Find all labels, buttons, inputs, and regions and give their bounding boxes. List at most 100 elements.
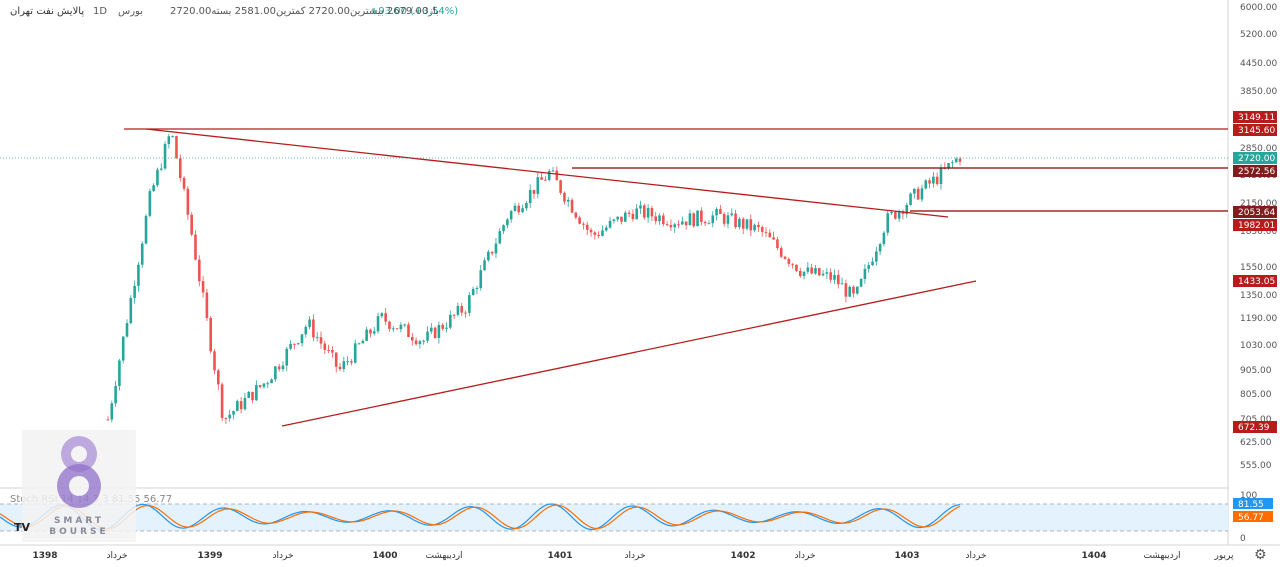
candle-body <box>867 265 871 269</box>
candle-body <box>593 232 597 235</box>
candle-body <box>570 199 574 213</box>
candle-body <box>681 221 684 225</box>
candle-body <box>384 313 387 322</box>
price-tick: 905.00 <box>1240 366 1272 376</box>
candle-body <box>958 158 962 162</box>
candle-body <box>140 243 144 265</box>
candle-body <box>148 191 152 216</box>
time-label: خرداد <box>106 551 127 561</box>
candle-body <box>342 361 346 370</box>
price-axis: 6000.005200.004450.003850.003450.002850.… <box>1240 3 1277 471</box>
candle-body <box>734 213 737 228</box>
candle-body <box>274 366 277 380</box>
ascending-trendline <box>281 280 977 427</box>
candle-body <box>928 180 931 184</box>
candle-body <box>391 328 395 330</box>
stoch-d-line <box>0 504 961 530</box>
candle-body <box>490 251 494 254</box>
candle-body <box>544 179 547 181</box>
candle-body <box>528 189 532 203</box>
candle-body <box>372 331 376 334</box>
price-tick: 3850.00 <box>1240 87 1277 97</box>
candle-body <box>175 136 178 159</box>
candle-body <box>190 214 193 235</box>
candle-body <box>848 286 851 297</box>
time-label: خرداد <box>624 551 645 561</box>
candle-body <box>243 397 247 410</box>
time-label: اردیبهشت <box>425 551 462 561</box>
candle-body <box>262 383 266 387</box>
price-tag-bg <box>1233 165 1277 177</box>
candle-body <box>521 208 524 213</box>
candle-body <box>753 224 756 231</box>
tradingview-icon[interactable]: TV <box>14 521 31 534</box>
candle-body <box>281 365 285 370</box>
candle-body <box>502 225 505 232</box>
candle-body <box>924 180 928 189</box>
candle-body <box>658 215 661 222</box>
time-label: خرداد <box>965 551 986 561</box>
candle-body <box>110 403 114 420</box>
candle-body <box>711 215 715 224</box>
interval-label: 1D <box>93 6 108 17</box>
candle-body <box>186 188 190 215</box>
candle-body <box>304 326 308 335</box>
candle-body <box>487 251 490 261</box>
price-tick: 6000.00 <box>1240 3 1277 13</box>
candle-body <box>217 370 220 385</box>
candle-body <box>251 391 254 401</box>
candle-body <box>646 207 650 218</box>
candle-body <box>296 343 300 345</box>
symbol-name[interactable]: پالایش نفت تهران <box>10 6 85 17</box>
candle-body <box>840 283 844 285</box>
time-label: خرداد <box>794 551 815 561</box>
candle-body <box>608 220 612 228</box>
price-tick: 805.00 <box>1240 390 1272 400</box>
candle-body <box>597 234 600 236</box>
candle-body <box>783 256 787 259</box>
candle-body <box>445 327 448 329</box>
candle-body <box>125 323 129 337</box>
candle-body <box>137 264 140 286</box>
price-tag-bg <box>1233 219 1277 231</box>
candle-body <box>365 329 368 341</box>
candle-body <box>129 297 133 324</box>
price-tick: 1350.00 <box>1240 291 1277 301</box>
candle-body <box>152 185 155 192</box>
candle-body <box>121 336 125 361</box>
trendlines <box>0 128 1228 427</box>
candle-body <box>620 216 623 222</box>
smart-bourse-watermark: SMART BOURSE <box>22 430 136 542</box>
candle-body <box>357 343 361 345</box>
candle-body <box>498 231 502 244</box>
price-tick: 1030.00 <box>1240 341 1277 351</box>
candle-body <box>650 207 654 217</box>
time-axis: 1398 خرداد 1399 خرداد 1400 اردیبهشت 1401 خرداد 1… <box>32 551 1234 561</box>
candle-body <box>589 229 593 233</box>
candle-body <box>798 271 802 277</box>
candle-body <box>806 267 810 272</box>
candle-body <box>935 176 939 185</box>
candle-body <box>361 340 365 344</box>
stoch-d-value: 56.77 <box>1238 513 1264 523</box>
candle-body <box>954 158 958 163</box>
candle-body <box>483 260 486 271</box>
exchange-label: بورس <box>118 6 143 17</box>
price-tag: 2572.56 <box>1238 167 1275 177</box>
candle-body <box>205 292 209 318</box>
candle-body <box>814 268 817 274</box>
candle-body <box>289 343 292 349</box>
gear-icon[interactable]: ⚙ <box>1254 547 1267 563</box>
candle-body <box>905 204 909 214</box>
candle-body <box>612 219 616 221</box>
price-tag: 2053.64 <box>1238 208 1275 218</box>
price-tick: 705.00 <box>1240 415 1272 425</box>
price-tag-bg <box>1233 124 1277 136</box>
candle-body <box>551 170 555 172</box>
candle-body <box>829 272 832 280</box>
candle-body <box>654 216 658 222</box>
price-tick: 555.00 <box>1240 461 1272 471</box>
candle-body <box>239 401 243 410</box>
logo-glyph <box>57 436 101 508</box>
candle-body <box>410 336 414 341</box>
